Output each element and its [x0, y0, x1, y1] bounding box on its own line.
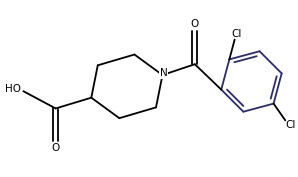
Text: HO: HO — [4, 84, 21, 94]
Text: Cl: Cl — [232, 29, 242, 39]
Text: O: O — [191, 19, 199, 29]
Text: Cl: Cl — [285, 120, 296, 130]
Text: O: O — [52, 143, 60, 153]
Text: N: N — [160, 68, 167, 78]
